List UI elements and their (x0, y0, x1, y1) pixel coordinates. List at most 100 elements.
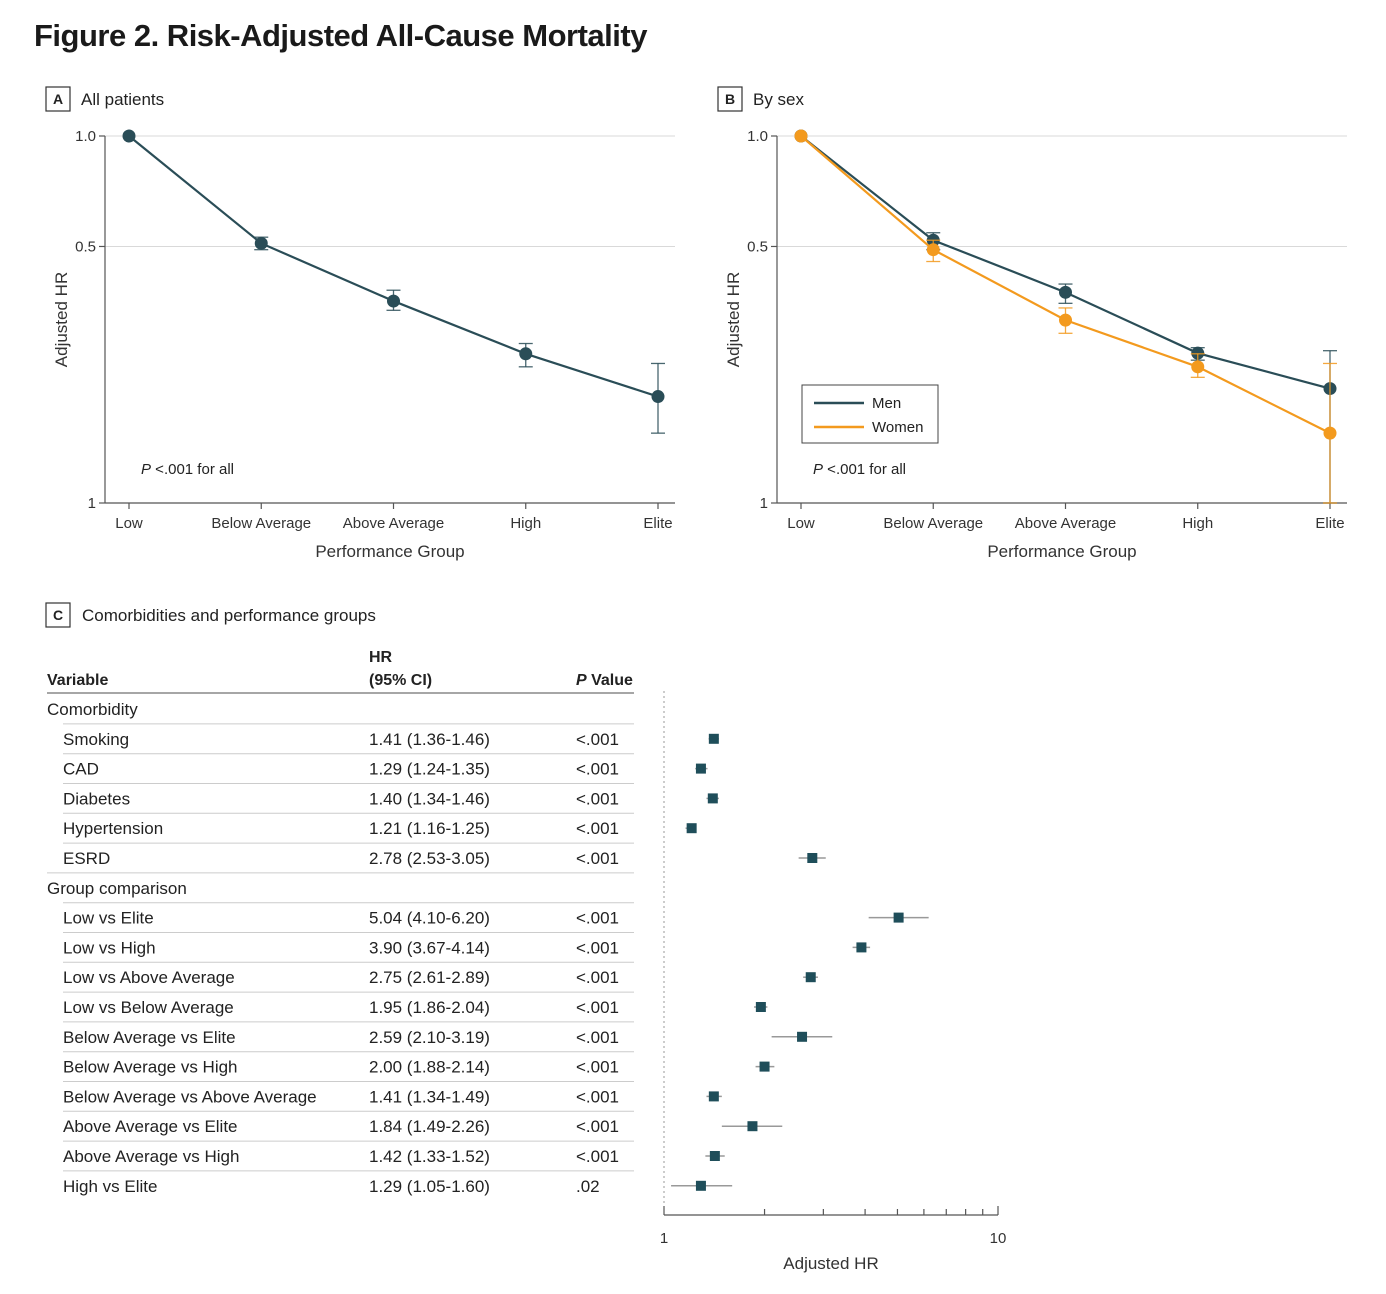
series-line-all (128, 135, 659, 398)
data-point-all (519, 347, 533, 361)
y-tick-label: 1 (760, 495, 768, 512)
hr-ci-value: 2.78 (2.53-3.05) (369, 849, 490, 868)
variable-label: Below Average vs High (63, 1058, 238, 1077)
x-tick-label-above-average: Above Average (1015, 515, 1116, 532)
x-tick-label-low: Low (787, 515, 815, 532)
data-point-women (1059, 313, 1072, 327)
data-point-women (794, 129, 808, 143)
table-row: Low vs High 3.90 (3.67-4.14) <.001 (63, 938, 871, 957)
variable-label: Low vs High (63, 938, 156, 957)
table-row: Low vs Above Average 2.75 (2.61-2.89) <.00… (63, 968, 818, 987)
data-point-all (651, 390, 665, 404)
data-point-women (926, 243, 940, 257)
hr-ci-value: 1.29 (1.24-1.35) (369, 760, 490, 779)
panel-letter: A (53, 91, 63, 107)
p-value: <.001 (576, 1147, 619, 1166)
p-value-note: P <.001 for all (141, 461, 234, 478)
hr-marker-esrd (807, 853, 818, 863)
p-value: <.001 (576, 1058, 619, 1077)
header-hr: HR (369, 649, 393, 666)
hr-ci-value: 1.95 (1.86-2.04) (369, 998, 490, 1017)
section-label-group-comparison: Group comparison (47, 879, 187, 898)
p-value: <.001 (576, 819, 619, 838)
panel-title: By sex (753, 90, 805, 109)
hr-marker-low-vs-high (856, 942, 867, 953)
data-point-men (1059, 285, 1072, 299)
x-tick-label-high: High (1182, 515, 1213, 532)
hr-marker-diabetes (707, 793, 718, 804)
table-row: Above Average vs Elite 1.84 (1.49-2.26) <.… (63, 1117, 783, 1136)
header-ci: (95% CI) (369, 672, 432, 689)
y-axis-label: Adjusted HR (724, 272, 743, 367)
panel-title: All patients (81, 90, 164, 109)
p-value: <.001 (576, 730, 619, 749)
variable-label: Low vs Above Average (63, 968, 235, 987)
panel-a-all-patients: A All patients 1.0 0.5 1 Low Below Average Abov… (45, 86, 675, 561)
p-value: <.001 (576, 909, 619, 928)
p-value-note: P <.001 for all (813, 461, 906, 478)
y-tick-label: 1.0 (75, 128, 96, 145)
hr-marker-cad (695, 763, 706, 774)
legend-box (801, 384, 939, 444)
data-point-all (122, 129, 136, 143)
x-axis-label: Performance Group (987, 542, 1136, 561)
section-label-comorbidity: Comorbidity (47, 700, 138, 719)
p-value: <.001 (576, 1087, 619, 1106)
panel-b-by-sex: B By sex 1.0 0.5 1 Low Below Average Above Aver… (717, 86, 1347, 561)
p-value: <.001 (576, 1117, 619, 1136)
hr-ci-value: 1.21 (1.16-1.25) (369, 819, 490, 838)
section-row: Comorbidity (47, 700, 138, 719)
p-value: <.001 (576, 968, 619, 987)
table-row: Diabetes 1.40 (1.34-1.46) <.001 (63, 789, 719, 808)
y-tick-label: 0.5 (747, 238, 768, 255)
variable-label: ESRD (63, 849, 110, 868)
x-tick-label-elite: Elite (1315, 515, 1344, 532)
figure-title: Figure 2. Risk-Adjusted All-Cause Mortal… (34, 18, 647, 53)
table-row: Below Average vs Elite 2.59 (2.10-3.19) <.… (63, 1028, 833, 1047)
y-tick-label: 0.5 (75, 238, 96, 255)
variable-label: Low vs Below Average (63, 998, 234, 1017)
hr-marker-below-average-vs-above-average (708, 1091, 719, 1102)
hr-ci-value: 1.42 (1.33-1.52) (369, 1147, 490, 1166)
table-row: Low vs Below Average 1.95 (1.86-2.04) <.00… (63, 998, 768, 1017)
table-row: Smoking 1.41 (1.36-1.46) <.001 (63, 730, 719, 749)
p-value: <.001 (576, 938, 619, 957)
x-tick-label-above-average: Above Average (343, 515, 444, 532)
hr-ci-value: 3.90 (3.67-4.14) (369, 938, 490, 957)
p-value: .02 (576, 1177, 600, 1196)
panel-letter-box (45, 86, 71, 112)
hr-marker-high-vs-elite (695, 1180, 706, 1191)
variable-label: Below Average vs Elite (63, 1028, 236, 1047)
panel-letter: C (53, 607, 63, 623)
hr-marker-hypertension (686, 823, 697, 834)
hr-ci-value: 1.41 (1.36-1.46) (369, 730, 490, 749)
hr-ci-value: 1.41 (1.34-1.49) (369, 1087, 490, 1106)
hr-marker-below-average-vs-elite (797, 1031, 808, 1042)
hr-ci-value: 1.40 (1.34-1.46) (369, 789, 490, 808)
series-line-men (800, 135, 1331, 390)
variable-label: Above Average vs Elite (63, 1117, 238, 1136)
table-row: Hypertension 1.21 (1.16-1.25) <.001 (63, 819, 697, 838)
hr-marker-low-vs-above-average (805, 972, 816, 983)
variable-label: Below Average vs Above Average (63, 1087, 317, 1106)
hr-ci-value: 5.04 (4.10-6.20) (369, 909, 490, 928)
x-tick-label-below-average: Below Average (211, 515, 311, 532)
forest-x-axis-label: Adjusted HR (783, 1254, 878, 1273)
forest-x-tick-label: 10 (990, 1230, 1007, 1247)
header-variable: Variable (47, 672, 108, 689)
data-point-women (1191, 360, 1205, 374)
variable-label: High vs Elite (63, 1177, 157, 1196)
variable-label: Above Average vs High (63, 1147, 239, 1166)
table-row: CAD 1.29 (1.24-1.35) <.001 (63, 760, 708, 779)
hr-marker-low-vs-below-average (755, 1002, 766, 1012)
p-value: <.001 (576, 789, 619, 808)
p-value: <.001 (576, 760, 619, 779)
legend: Men Women (801, 384, 939, 444)
y-tick-label: 1 (88, 495, 96, 512)
x-tick-label-high: High (510, 515, 541, 532)
data-point-all (254, 236, 268, 250)
p-value: <.001 (576, 998, 619, 1017)
panel-title: Comorbidities and performance groups (82, 606, 376, 625)
table-row: Above Average vs High 1.42 (1.33-1.52) <.0… (63, 1147, 725, 1166)
